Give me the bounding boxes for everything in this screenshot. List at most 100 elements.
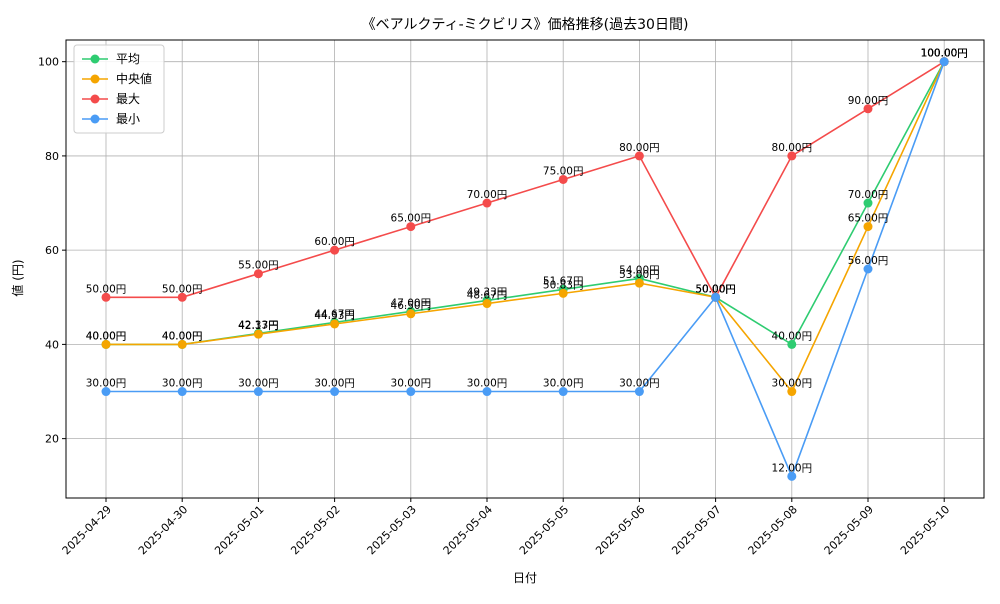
data-point [482,387,492,397]
data-point [330,387,340,397]
data-label: 100.00円 [921,48,968,60]
data-label: 70.00円 [848,189,889,201]
data-point [177,292,187,302]
data-label: 30.00円 [772,378,813,390]
legend-label: 最大 [116,92,140,106]
legend-label: 中央値 [116,71,152,86]
data-label: 100.00円 [921,48,968,60]
y-tick-label: 80 [45,150,59,163]
data-label: 12.00円 [772,462,813,474]
legend-label: 最小 [116,112,140,126]
data-label: 56.00円 [848,255,889,267]
data-label: 50.00円 [695,283,736,295]
legend-marker [90,74,100,84]
data-label: 40.00円 [772,330,813,342]
chart-title: 《ベアルクティ-ミクビリス》価格推移(過去30日間) [362,17,689,33]
data-point [863,264,873,274]
data-label: 60.00円 [314,236,355,248]
data-point [558,288,568,298]
data-point [711,292,721,302]
data-label: 75.00円 [543,165,584,177]
data-label: 44.67円 [314,308,355,320]
data-point [177,387,187,397]
data-label: 42.33円 [238,319,279,331]
data-label: 48.67円 [467,290,508,302]
data-label: 50.00円 [695,283,736,295]
data-label: 65.00円 [848,213,889,225]
data-point [787,471,797,481]
data-label: 30.00円 [314,378,355,390]
series-line-2 [106,60,945,299]
data-label: 30.00円 [619,378,660,390]
legend-label: 平均 [116,52,140,66]
data-label: 50.00円 [695,283,736,295]
data-label: 100.00円 [921,48,968,60]
data-point [863,222,873,232]
data-label: 42.17円 [238,320,279,332]
data-label: 50.00円 [695,283,736,295]
data-label: 30.00円 [391,378,432,390]
data-point [634,278,644,288]
legend-marker [90,114,100,124]
data-label: 90.00円 [848,95,889,107]
data-label: 51.67円 [543,275,584,287]
data-point [482,198,492,208]
data-point [863,104,873,114]
data-point [406,387,416,397]
data-label: 44.33円 [314,310,355,322]
series-line-3 [106,61,945,479]
data-label: 55.00円 [238,260,279,272]
data-label: 30.00円 [86,378,127,390]
data-label: 40.00円 [162,330,203,342]
legend-marker [90,94,100,104]
y-axis-label: 値 (円) [10,259,25,296]
data-point [330,245,340,255]
data-point [863,198,873,208]
data-label: 80.00円 [619,142,660,154]
data-point [482,299,492,309]
data-label: 30.00円 [162,378,203,390]
data-point [406,309,416,319]
data-label: 53.00円 [619,269,660,281]
data-label: 30.00円 [238,378,279,390]
data-label: 30.00円 [467,378,508,390]
data-point [101,292,111,302]
data-label: 50.83円 [543,279,584,291]
data-point [558,174,568,184]
data-label: 30.00円 [543,378,584,390]
data-point [253,269,263,279]
data-label: 40.00円 [86,330,127,342]
data-labels: 40.00円 40.00円 42.33円 44.67円 47.00円 49.33円 51.6… [86,48,968,475]
data-point [406,222,416,232]
data-point [939,57,949,67]
data-point [558,387,568,397]
series-layer [101,57,949,481]
data-point [634,387,644,397]
data-label: 100.00円 [921,48,968,60]
data-point [101,387,111,397]
plot-frame [65,39,985,499]
data-point [253,329,263,339]
series-line-1 [106,61,945,394]
data-point [253,387,263,397]
data-point [787,151,797,161]
data-label: 80.00円 [772,142,813,154]
y-tick-label: 100 [38,56,59,69]
data-point [101,339,111,349]
data-label: 47.00円 [391,297,432,309]
data-point [634,151,644,161]
data-label: 50.00円 [86,283,127,295]
data-point [787,339,797,349]
data-point [177,339,187,349]
data-label: 54.00円 [619,264,660,276]
data-label: 40.00円 [86,330,127,342]
data-label: 50.00円 [162,283,203,295]
y-tick-label: 40 [45,338,59,351]
data-label: 40.00円 [162,330,203,342]
x-axis-label: 日付 [513,571,537,585]
data-label: 49.33円 [467,286,508,298]
legend-box [73,44,165,134]
